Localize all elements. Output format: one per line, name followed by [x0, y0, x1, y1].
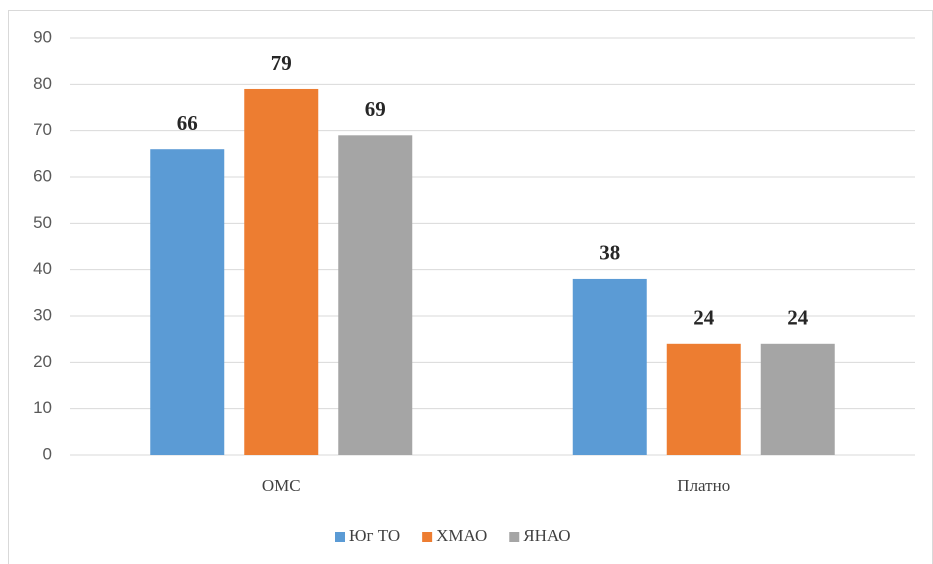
y-tick-label: 80 [33, 74, 52, 93]
data-label: 38 [599, 241, 620, 265]
y-tick-label: 60 [33, 166, 52, 185]
bar [150, 149, 225, 455]
data-label: 79 [271, 51, 292, 75]
y-tick-label: 0 [43, 444, 52, 463]
x-tick-label: ОМС [262, 476, 301, 495]
bar [760, 343, 835, 455]
chart-frame [8, 10, 933, 564]
y-tick-label: 10 [33, 398, 52, 417]
data-label: 24 [787, 306, 809, 330]
y-tick-label: 50 [33, 213, 52, 232]
x-tick-label: Платно [677, 476, 730, 495]
legend-swatch [509, 532, 520, 542]
y-tick-label: 90 [33, 27, 52, 46]
legend-swatch [422, 532, 433, 542]
data-label: 66 [177, 111, 198, 135]
legend-label: ЯНАО [523, 526, 570, 545]
y-tick-label: 20 [33, 352, 52, 371]
bar [338, 135, 413, 456]
y-tick-label: 70 [33, 120, 52, 139]
bar [666, 343, 741, 455]
data-label: 24 [693, 306, 715, 330]
legend-swatch [335, 532, 345, 542]
y-tick-label: 40 [33, 259, 52, 278]
y-tick-label: 30 [33, 305, 52, 324]
legend-label: ХМАО [436, 526, 487, 545]
bar [572, 278, 647, 455]
bar [244, 88, 319, 455]
legend-label: Юг ТО [349, 526, 400, 545]
data-label: 69 [365, 97, 386, 121]
